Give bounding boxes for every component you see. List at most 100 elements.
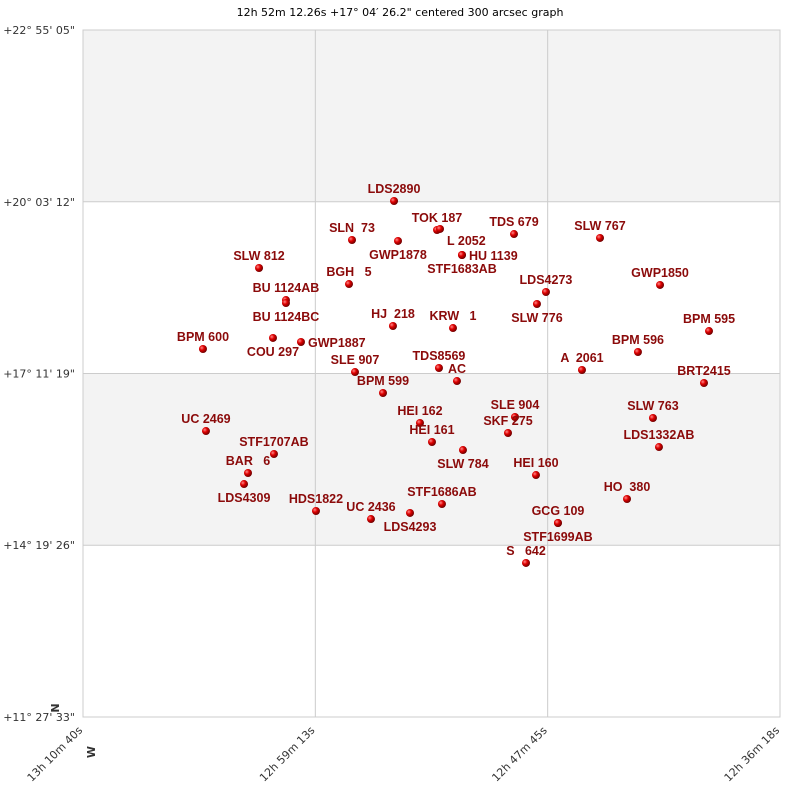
- star-marker: [541, 287, 550, 296]
- star-label: TOK 187: [412, 211, 463, 225]
- star-label: GWP1878: [369, 248, 427, 262]
- star-label: GWP1887: [308, 336, 366, 350]
- star-marker: [311, 507, 320, 516]
- star-marker: [415, 418, 424, 427]
- star-label: A 2061: [560, 351, 603, 365]
- star-label: BPM 595: [683, 312, 735, 326]
- star-label: STF1707AB: [239, 435, 308, 449]
- star-marker: [255, 264, 264, 273]
- chart-title: 12h 52m 12.26s +17° 04′ 26.2" centered 3…: [236, 6, 564, 19]
- star-marker: [648, 414, 657, 423]
- star-label: SLW 812: [233, 249, 284, 263]
- star-marker: [240, 480, 249, 489]
- star-label: SLW 776: [511, 311, 562, 325]
- star-label: COU 297: [247, 345, 299, 359]
- star-label: GCG 109: [532, 504, 585, 518]
- x-tick-label: 12h 36m 18s: [722, 724, 783, 785]
- star-label: LDS4273: [520, 273, 573, 287]
- star-marker: [654, 443, 663, 452]
- plot-band: [83, 30, 780, 202]
- star-label: SLE 904: [491, 398, 540, 412]
- star-marker: [390, 196, 399, 205]
- star-label: BRT2415: [677, 364, 731, 378]
- star-label: LDS1332AB: [624, 428, 695, 442]
- star-marker: [406, 508, 415, 517]
- star-label: LDS2890: [368, 182, 421, 196]
- star-marker: [201, 427, 210, 436]
- star-marker: [458, 446, 467, 455]
- x-tick-label: 12h 59m 13s: [257, 724, 318, 785]
- star-label: GWP1850: [631, 266, 689, 280]
- star-marker: [269, 449, 278, 458]
- y-tick-label: +20° 03' 12": [3, 196, 75, 209]
- star-label: TDS 679: [489, 215, 538, 229]
- star-marker: [388, 321, 397, 330]
- star-marker: [510, 230, 519, 239]
- star-marker: [198, 345, 207, 354]
- star-label: STF1686AB: [407, 485, 476, 499]
- star-marker: [623, 495, 632, 504]
- star-label: SLE 907: [331, 353, 380, 367]
- star-label: HO 380: [604, 480, 651, 494]
- star-marker: [268, 333, 277, 342]
- star-marker: [458, 251, 467, 260]
- y-tick-label: +11° 27' 33": [3, 711, 75, 724]
- star-marker: [348, 236, 357, 245]
- star-label: S 642: [506, 544, 546, 558]
- star-label: SLN 73: [329, 221, 375, 235]
- star-marker: [244, 468, 253, 477]
- star-marker: [705, 327, 714, 336]
- star-marker: [448, 324, 457, 333]
- star-marker: [553, 518, 562, 527]
- star-label: BAR 6: [226, 454, 271, 468]
- star-marker: [699, 379, 708, 388]
- star-marker: [436, 224, 445, 233]
- star-marker: [296, 337, 305, 346]
- star-marker: [531, 471, 540, 480]
- plot-band: [83, 545, 780, 717]
- star-marker: [503, 429, 512, 438]
- star-label: STF1699AB: [523, 530, 592, 544]
- star-label: HU 1139: [469, 249, 518, 263]
- star-label: HEI 162: [397, 404, 442, 418]
- star-marker: [452, 377, 461, 386]
- star-label: SLW 763: [627, 399, 678, 413]
- star-label: BPM 600: [177, 330, 229, 344]
- star-label: TDS8569: [413, 349, 466, 363]
- star-marker: [281, 299, 290, 308]
- star-marker: [522, 558, 531, 567]
- star-marker: [532, 299, 541, 308]
- star-marker: [434, 364, 443, 373]
- star-label: LDS4293: [384, 520, 437, 534]
- star-label: UC 2436: [346, 500, 395, 514]
- star-label: SLW 767: [574, 219, 625, 233]
- star-label: HDS1822: [289, 492, 343, 506]
- star-marker: [510, 412, 519, 421]
- plot-band: [83, 201, 780, 374]
- star-label: UC 2469: [181, 412, 230, 426]
- star-marker: [351, 368, 360, 377]
- star-label: AC: [448, 362, 466, 376]
- x-tick-label: 12h 47m 45s: [489, 724, 550, 785]
- star-marker: [656, 280, 665, 289]
- star-label: HEI 160: [513, 456, 558, 470]
- star-marker: [393, 236, 402, 245]
- compass-north-label: N: [49, 703, 62, 712]
- y-tick-label: +22° 55' 05": [3, 24, 75, 37]
- compass-west-label: W: [85, 746, 98, 758]
- star-marker: [595, 233, 604, 242]
- star-marker: [437, 499, 446, 508]
- star-marker: [427, 437, 436, 446]
- star-marker: [633, 348, 642, 357]
- star-marker: [577, 365, 586, 374]
- star-label: SKF 275: [483, 414, 532, 428]
- star-label: HEI 161: [409, 423, 454, 437]
- star-label: BU 1124BC: [253, 310, 320, 324]
- star-label: BGH 5: [326, 265, 371, 279]
- star-label: SLW 784: [437, 457, 488, 471]
- star-label: BPM 599: [357, 374, 409, 388]
- star-label: HJ 218: [371, 307, 415, 321]
- y-tick-label: +17° 11' 19": [3, 367, 75, 380]
- star-label: STF1683AB: [427, 262, 496, 276]
